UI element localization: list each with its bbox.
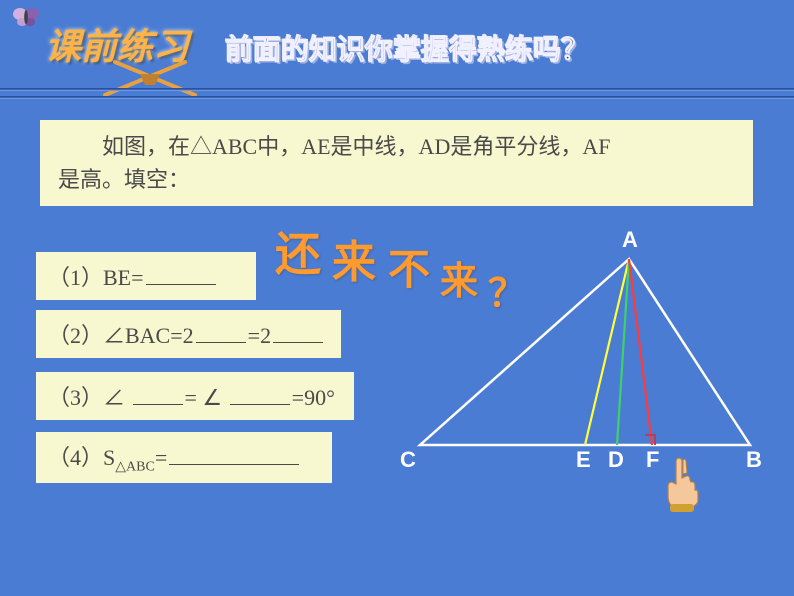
fill-prefix: （1）BE= — [48, 265, 144, 290]
vertex-label-a: A — [622, 227, 638, 253]
title-sub: 前面的知识你掌握得熟练吗？ — [225, 28, 589, 68]
fill-prefix: （4）S — [48, 445, 115, 470]
fill-item-2: （2）∠BAC=2 =2 — [36, 310, 341, 358]
blank — [169, 441, 299, 465]
blank — [196, 319, 246, 343]
blank — [273, 319, 323, 343]
problem-line2: 是高。填空： — [58, 167, 190, 192]
fill-subscript: △ABC — [115, 459, 155, 474]
divider-line — [0, 88, 794, 91]
fill-mid: = ∠ — [185, 385, 228, 410]
overlay-char: 来 — [332, 226, 376, 290]
vertex-label-b: B — [746, 447, 762, 473]
vertex-label-d: D — [608, 447, 624, 473]
overlay-char: 还 — [275, 218, 321, 284]
fill-prefix: （2）∠BAC=2 — [48, 323, 194, 348]
problem-line1: 如图，在△ABC中，AE是中线，AD是角平分线，AF — [102, 134, 610, 159]
problem-statement: 如图，在△ABC中，AE是中线，AD是角平分线，AF 是高。填空： — [40, 120, 753, 206]
fill-mid: =2 — [248, 323, 271, 348]
vertex-label-e: E — [576, 447, 591, 473]
fill-suffix: =90° — [292, 385, 335, 410]
blank — [146, 261, 216, 285]
blank — [230, 381, 290, 405]
fill-item-4: （4）S△ABC= — [36, 432, 332, 483]
butterfly-icon — [12, 6, 40, 28]
fill-item-3: （3）∠ = ∠ =90° — [36, 372, 354, 420]
chopsticks-icon — [100, 60, 200, 100]
fill-item-1: （1）BE= — [36, 252, 256, 300]
hand-pointer-icon — [658, 456, 702, 512]
header: 课前练习 前面的知识你掌握得熟练吗？ — [0, 0, 794, 90]
divider-line — [0, 96, 794, 99]
triangle-outline — [420, 259, 750, 445]
triangle-diagram: A C B E D F — [400, 225, 780, 505]
fill-prefix: （3）∠ — [48, 385, 131, 410]
vertex-label-c: C — [400, 447, 416, 473]
fill-mid: = — [155, 445, 167, 470]
blank — [133, 381, 183, 405]
